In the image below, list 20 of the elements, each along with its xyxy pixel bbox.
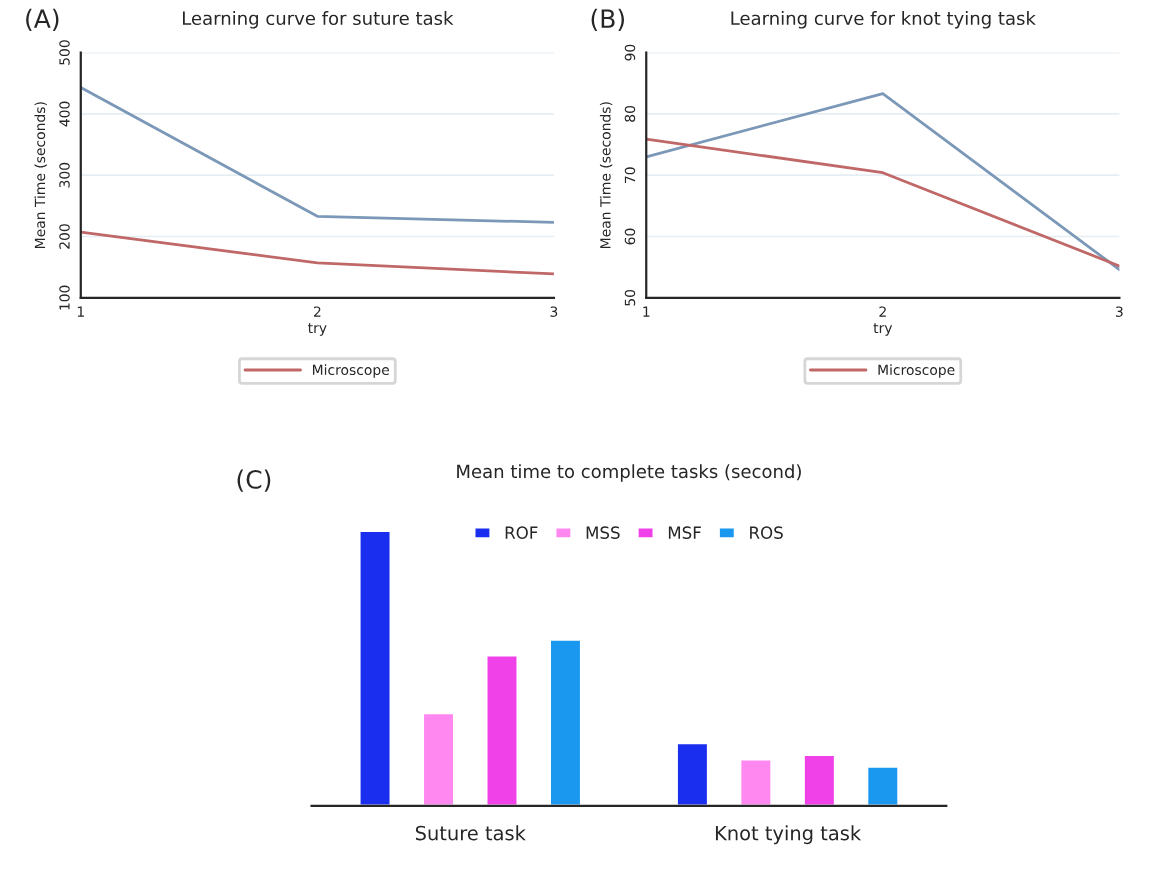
bar bbox=[484, 653, 520, 806]
legend-label: MSS bbox=[586, 526, 620, 539]
bar bbox=[675, 741, 710, 806]
bar bbox=[548, 637, 583, 806]
legend-label: ROS bbox=[750, 526, 783, 539]
x-tick-label: Suture task bbox=[415, 825, 526, 841]
text: (B) bbox=[591, 8, 624, 32]
x-tick-label: Knot tying task bbox=[715, 825, 862, 845]
bar bbox=[738, 757, 774, 806]
chart-title: Learning curve for knot tying task bbox=[731, 11, 1036, 29]
legend-label: MSF bbox=[668, 526, 701, 539]
bar bbox=[357, 529, 393, 806]
text: (A) bbox=[26, 8, 59, 32]
chart-title: Learning curve for suture task bbox=[182, 11, 454, 29]
bar bbox=[421, 711, 456, 806]
legend-label: ROF bbox=[505, 526, 538, 539]
bar bbox=[865, 764, 901, 806]
bar bbox=[802, 753, 837, 806]
text: (C) bbox=[237, 469, 271, 492]
chart-title: Mean time to complete tasks (second) bbox=[457, 464, 801, 482]
